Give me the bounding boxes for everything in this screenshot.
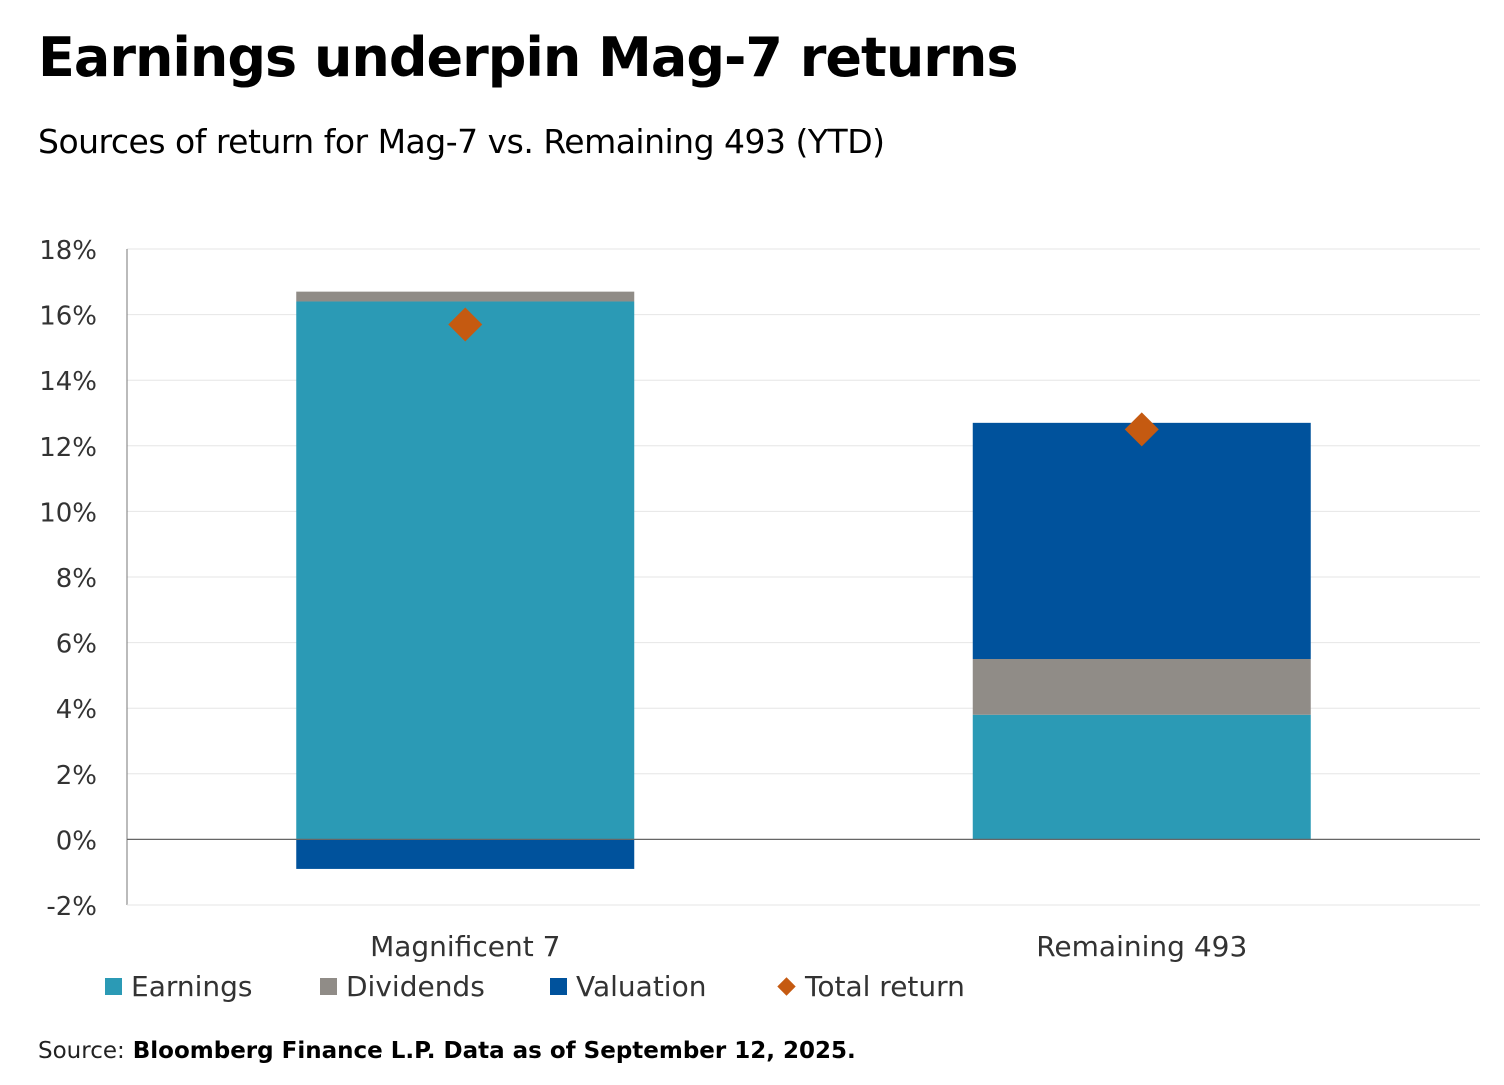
y-tick-label: 6% bbox=[56, 630, 97, 660]
y-tick-label: 18% bbox=[39, 236, 97, 266]
y-tick-label: 16% bbox=[39, 302, 97, 332]
y-tick-label: 2% bbox=[56, 761, 97, 791]
total-return-markers bbox=[448, 307, 1159, 447]
y-tick-label: 4% bbox=[56, 695, 97, 725]
total-return-marker bbox=[1124, 412, 1159, 447]
legend-item-valuation: Valuation bbox=[550, 970, 706, 1003]
legend-item-total-return: Total return bbox=[777, 970, 965, 1003]
source-note: Source: Bloomberg Finance L.P. Data as o… bbox=[38, 1038, 856, 1064]
bar-earnings bbox=[296, 301, 635, 840]
legend-label: Dividends bbox=[346, 970, 485, 1003]
axes bbox=[126, 249, 1480, 906]
y-tick-label: 8% bbox=[56, 564, 97, 594]
source-text: Bloomberg Finance L.P. Data as of Septem… bbox=[124, 1038, 856, 1064]
legend-swatch bbox=[777, 977, 796, 996]
x-tick-label: Magnificent 7 bbox=[370, 930, 560, 963]
legend-label: Valuation bbox=[576, 970, 707, 1003]
y-tick-label: 0% bbox=[56, 826, 97, 856]
y-axis-ticks: -2% 0% 2% 4% 6% 8% 10% 12% 14% 16% 18% bbox=[39, 236, 97, 922]
legend-item-earnings: Earnings bbox=[105, 970, 253, 1003]
bar-dividends bbox=[296, 291, 635, 302]
source-label: Source: bbox=[38, 1038, 125, 1064]
legend-swatch bbox=[105, 978, 122, 995]
bar-dividends bbox=[972, 659, 1311, 715]
legend-label: Total return bbox=[805, 970, 965, 1003]
y-tick-label: 12% bbox=[39, 433, 97, 463]
y-tick-label: 14% bbox=[39, 367, 97, 397]
bars bbox=[296, 291, 1311, 869]
bar-earnings bbox=[972, 714, 1311, 840]
bar-valuation bbox=[972, 422, 1311, 659]
legend-item-dividends: Dividends bbox=[320, 970, 485, 1003]
legend-label: Earnings bbox=[131, 970, 253, 1003]
chart-title: Earnings underpin Mag-7 returns bbox=[38, 26, 1018, 89]
y-tick-label: 10% bbox=[39, 498, 97, 528]
bar-valuation bbox=[296, 839, 635, 869]
x-axis-ticks: Magnificent 7 Remaining 493 bbox=[370, 930, 1247, 963]
y-tick-label: -2% bbox=[46, 892, 97, 922]
legend-swatch bbox=[550, 978, 567, 995]
x-tick-label: Remaining 493 bbox=[1036, 930, 1247, 963]
total-return-marker bbox=[448, 307, 483, 342]
legend-swatch bbox=[320, 978, 337, 995]
chart-subtitle: Sources of return for Mag-7 vs. Remainin… bbox=[38, 122, 885, 161]
